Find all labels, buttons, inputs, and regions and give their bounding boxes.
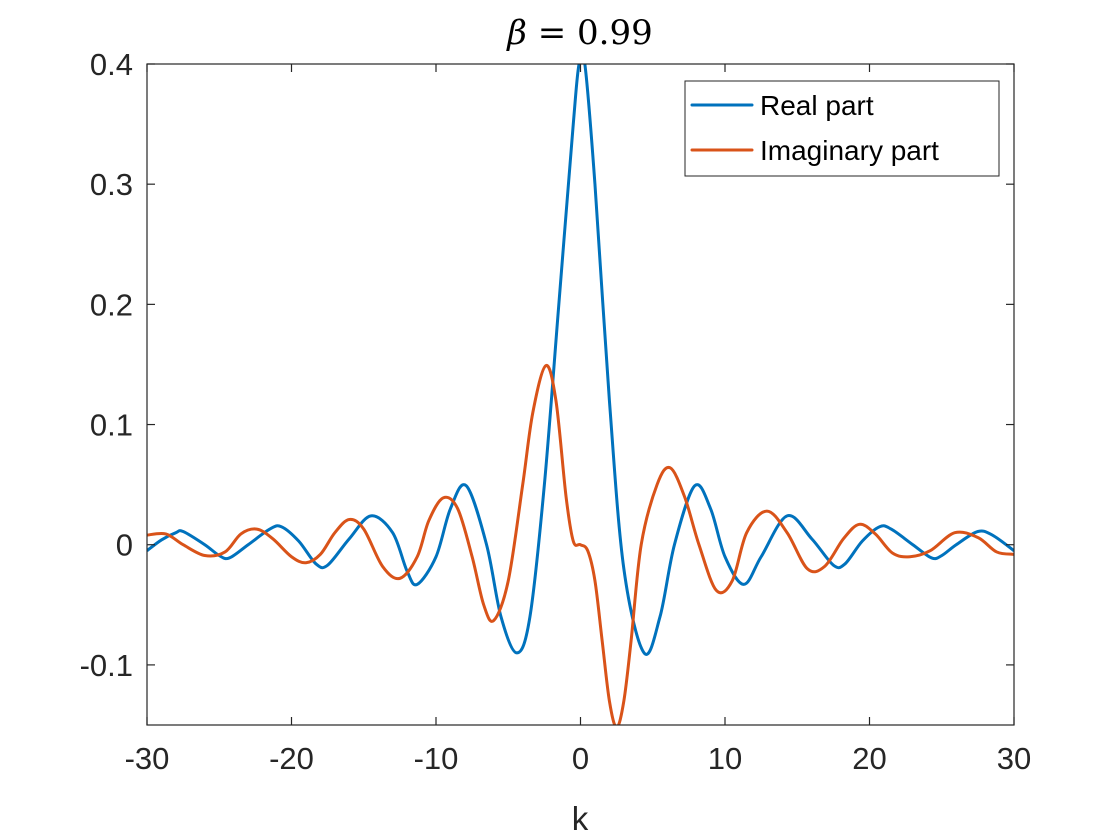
legend: Real part Imaginary part (684, 80, 1000, 177)
y-tick-label: 0.2 (90, 287, 133, 322)
x-tick-label: -30 (125, 741, 170, 776)
series-line-real-part (147, 64, 1014, 656)
y-tick-label: 0.4 (90, 47, 133, 82)
x-tick-label: -20 (269, 741, 314, 776)
title-symbol: β (505, 13, 527, 53)
legend-box (684, 80, 1000, 177)
y-tick-label: -0.1 (80, 648, 133, 683)
y-tick-label: 0.3 (90, 167, 133, 202)
x-tick-label: -10 (414, 741, 459, 776)
y-tick-label: 0 (116, 528, 133, 563)
legend-label-imag: Imaginary part (760, 135, 939, 166)
x-tick-label: 0 (572, 741, 589, 776)
ticks-layer: -30 -20 -10 0 10 20 30 -0.1 0 0.1 0.2 0.3 0.4 (80, 47, 1032, 776)
y-tick-label: 0.1 (90, 408, 133, 443)
x-tick-label: 20 (852, 741, 886, 776)
chart-title: β = 0.99 (505, 13, 652, 53)
legend-label-real: Real part (760, 90, 874, 121)
title-value: = 0.99 (527, 13, 653, 53)
series-layer (147, 64, 1014, 725)
x-tick-label: 10 (708, 741, 742, 776)
x-axis-label: k (572, 800, 589, 837)
series-line-imaginary-part (147, 364, 1014, 725)
x-tick-label: 30 (997, 741, 1031, 776)
